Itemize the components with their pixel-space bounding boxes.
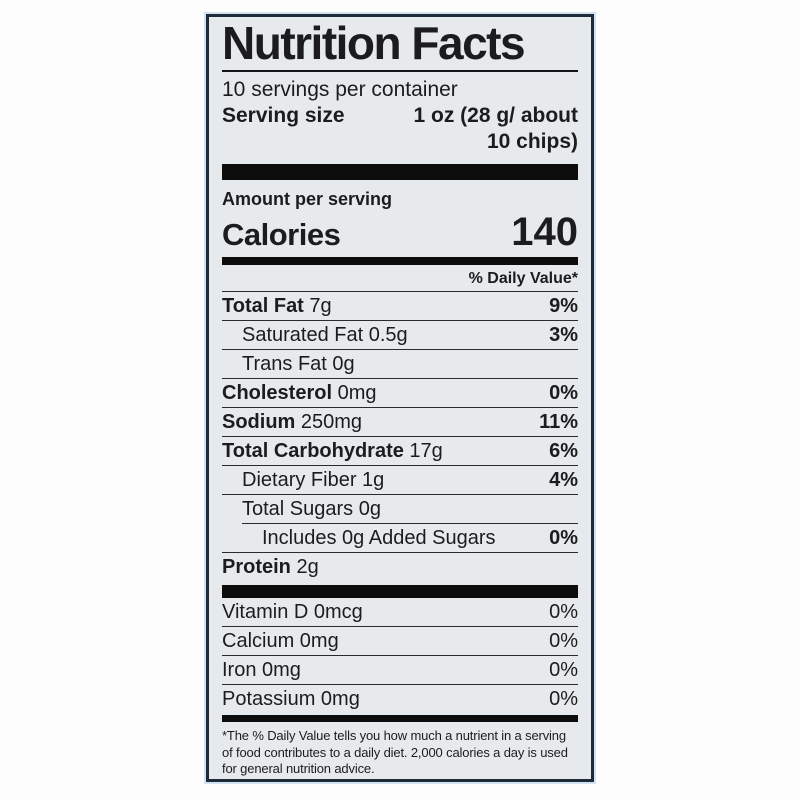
nutrient-row: Potassium 0mg 0% [222, 685, 578, 713]
nutrient-row: Dietary Fiber 1g 4% [222, 466, 578, 494]
row-separator [222, 465, 578, 466]
nutrient-name: Total Sugars 0g [242, 498, 381, 520]
nutrient-row: Iron 0mg 0% [222, 656, 578, 684]
daily-value: 0% [549, 527, 578, 549]
row-separator [222, 552, 578, 553]
daily-value: 0% [549, 630, 578, 652]
nutrient-row: Total Fat 7g 9% [222, 292, 578, 320]
nutrient-row: Saturated Fat 0.5g 3% [222, 321, 578, 349]
daily-value: 4% [549, 469, 578, 491]
daily-value: 0% [549, 659, 578, 681]
row-separator [242, 523, 578, 524]
daily-value-header: % Daily Value* [468, 270, 578, 287]
serving-size-label: Serving size [222, 104, 345, 127]
nutrient-name: Saturated Fat 0.5g [242, 324, 408, 346]
daily-value: 6% [549, 440, 578, 462]
nutrient-row: Vitamin D 0mcg 0% [222, 598, 578, 626]
daily-value: 11% [539, 411, 578, 433]
nutrient-row: Total Carbohydrate 17g 6% [222, 437, 578, 465]
nutrient-row: Protein 2g [222, 553, 578, 581]
thick-separator-bar-2 [222, 585, 578, 598]
nutrient-name: Protein 2g [222, 556, 319, 578]
nutrient-name: Vitamin D 0mcg [222, 601, 363, 623]
row-separator [222, 407, 578, 408]
daily-value-footnote: *The % Daily Value tells you how much a … [222, 728, 568, 776]
daily-value: 0% [549, 688, 578, 710]
serving-size-value-line2: 10 chips) [486, 130, 578, 153]
row-separator [222, 378, 578, 379]
thick-separator-bar [222, 164, 578, 180]
row-separator [222, 655, 578, 656]
servings-per-container: 10 servings per container [222, 78, 458, 101]
medium-separator-bar-2 [222, 715, 578, 722]
daily-value: 3% [549, 324, 578, 346]
row-separator [222, 626, 578, 627]
medium-separator-bar [222, 257, 578, 265]
amount-per-serving-label: Amount per serving [222, 189, 393, 209]
nutrient-name: Total Fat 7g [222, 295, 332, 317]
nutrient-row: Cholesterol 0mg 0% [222, 379, 578, 407]
calories-label: Calories [222, 217, 341, 252]
calories-value: 140 [511, 210, 578, 254]
row-separator [222, 684, 578, 685]
nutrient-name: Dietary Fiber 1g [242, 469, 385, 491]
vitamin-rows: Vitamin D 0mcg 0% Calcium 0mg 0% Iron 0mg 0% P… [222, 598, 578, 713]
row-separator [222, 320, 578, 321]
nutrient-name: Total Carbohydrate 17g [222, 440, 443, 462]
nutrient-row: Calcium 0mg 0% [222, 627, 578, 655]
nutrient-rows: Total Fat 7g 9% Saturated Fat 0.5g 3% Trans … [222, 291, 578, 581]
nutrient-row: Includes 0g Added Sugars 0% [222, 524, 578, 552]
calories-row: Calories 140 [222, 210, 578, 255]
nutrient-name: Includes 0g Added Sugars [262, 527, 496, 549]
title-divider [222, 70, 578, 72]
nutrition-facts-label: Nutrition Facts 10 servings per containe… [206, 14, 594, 782]
nutrient-name: Cholesterol 0mg [222, 382, 377, 404]
nutrient-name: Sodium 250mg [222, 411, 363, 433]
nutrient-row: Sodium 250mg 11% [222, 408, 578, 436]
nutrient-row: Total Sugars 0g [222, 495, 578, 523]
serving-size-value: 1 oz (28 g/ about 10 chips) [413, 103, 578, 155]
row-separator [222, 291, 578, 292]
nutrient-name: Calcium 0mg [222, 630, 339, 652]
nutrient-row: Trans Fat 0g [222, 350, 578, 378]
row-separator [222, 436, 578, 437]
serving-size-value-line1: 1 oz (28 g/ about [413, 104, 578, 127]
nutrient-name: Trans Fat 0g [242, 353, 355, 375]
daily-value: 0% [549, 382, 578, 404]
label-title: Nutrition Facts [222, 17, 526, 69]
serving-size-row: Serving size 1 oz (28 g/ about 10 chips) [222, 103, 578, 155]
daily-value: 0% [549, 601, 578, 623]
nutrient-name: Potassium 0mg [222, 688, 360, 710]
nutrient-name: Iron 0mg [222, 659, 301, 681]
row-separator [222, 349, 578, 350]
row-separator [222, 494, 578, 495]
daily-value: 9% [549, 295, 578, 317]
